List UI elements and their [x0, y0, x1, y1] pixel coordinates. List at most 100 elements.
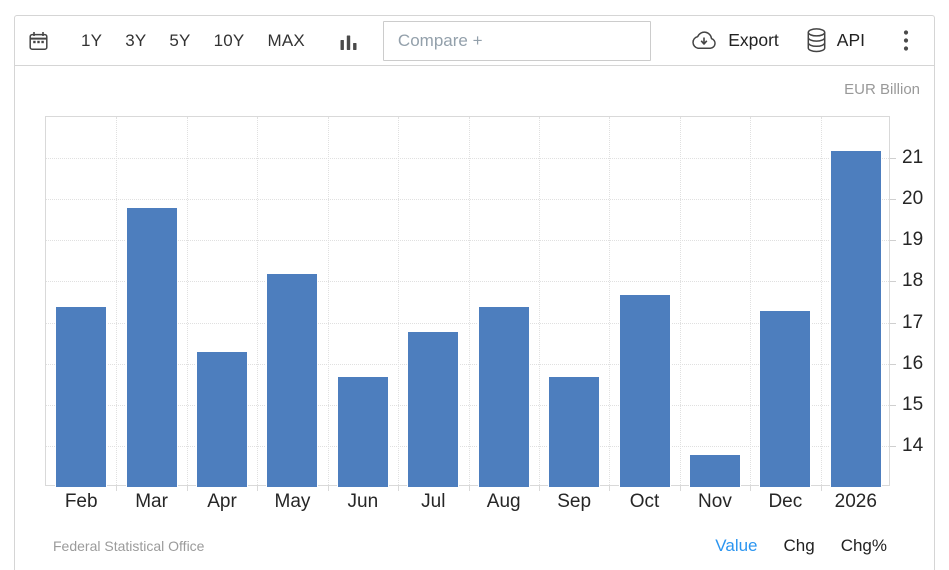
x-axis-label-feb: Feb	[64, 491, 98, 512]
database-icon	[807, 28, 826, 53]
chart-panel: EUR Billion 14 15 16 17 18 19 20 21 Feb Mar Apr May…	[15, 66, 934, 569]
xtick-1	[116, 486, 118, 491]
gridline-y-17	[46, 322, 889, 324]
y-axis-label-18: 18	[902, 270, 924, 292]
ytick-19	[890, 240, 896, 242]
x-axis-label-may: May	[274, 491, 311, 512]
bar-oct[interactable]	[618, 293, 671, 487]
bar-chart-icon-glyph	[340, 35, 357, 50]
gridline-x-2	[186, 117, 188, 485]
gridline-y-16	[46, 363, 889, 365]
ytick-14	[890, 445, 896, 447]
x-axis-label-dec: Dec	[768, 491, 803, 512]
xtick-9	[679, 486, 681, 491]
gridline-x-1	[116, 117, 118, 485]
bar-2026[interactable]	[829, 149, 882, 487]
gridline-x-3	[257, 117, 259, 485]
ytick-20	[890, 199, 896, 201]
kebab-menu-icon-glyph	[903, 30, 909, 51]
bar-may[interactable]	[266, 273, 319, 487]
bar-mar[interactable]	[125, 207, 178, 487]
x-axis-label-2026: 2026	[834, 491, 877, 512]
bar-chart-icon[interactable]	[339, 31, 358, 51]
x-axis-label-apr: Apr	[207, 491, 237, 512]
bar-apr[interactable]	[196, 351, 249, 487]
range-max[interactable]: MAX	[267, 30, 305, 50]
xtick-11	[820, 486, 822, 491]
xtick-7	[538, 486, 540, 491]
gridline-x-5	[398, 117, 400, 485]
x-axis-label-sep: Sep	[557, 491, 592, 512]
y-axis-label-14: 14	[902, 434, 924, 456]
range-10y[interactable]: 10Y	[213, 30, 245, 50]
ytick-21	[890, 158, 896, 160]
y-axis-label-17: 17	[902, 311, 924, 333]
gridline-y-14	[46, 445, 889, 447]
x-axis-label-jun: Jun	[347, 491, 379, 512]
bar-jul[interactable]	[407, 330, 460, 487]
range-buttons: 1Y 3Y 5Y 10Y MAX	[81, 31, 305, 51]
gridline-x-8	[609, 117, 611, 485]
ytick-18	[890, 281, 896, 283]
gridline-y-21	[46, 158, 889, 160]
xtick-3	[257, 486, 259, 491]
xtick-10	[750, 486, 752, 491]
calendar-icon[interactable]	[28, 30, 49, 52]
source-label: Federal Statistical Office	[53, 538, 205, 554]
gridline-x-7	[538, 117, 540, 485]
x-axis-label-mar: Mar	[135, 491, 168, 512]
y-axis-label-20: 20	[902, 188, 924, 210]
xtick-4	[327, 486, 329, 491]
toolbar: 1Y 3Y 5Y 10Y MAX Export	[15, 16, 934, 66]
chart-widget: 1Y 3Y 5Y 10Y MAX Export	[14, 15, 935, 570]
xtick-8	[609, 486, 611, 491]
gridline-y-20	[46, 199, 889, 201]
y-axis-label-19: 19	[902, 229, 924, 251]
range-1y[interactable]: 1Y	[81, 30, 103, 50]
unit-label: EUR Billion	[844, 81, 920, 98]
ytick-15	[890, 404, 896, 406]
gridline-x-11	[820, 117, 822, 485]
xtick-2	[186, 486, 188, 491]
toolbar-right-group: Export API	[688, 27, 934, 54]
bar-sep[interactable]	[548, 376, 601, 487]
x-axis-label-oct: Oct	[629, 491, 660, 512]
y-axis-label-15: 15	[902, 393, 924, 415]
ytick-17	[890, 322, 896, 324]
x-axis-label-nov: Nov	[698, 491, 732, 512]
mode-chg-link[interactable]: Chg	[783, 536, 815, 555]
gridline-x-6	[468, 117, 470, 485]
y-axis-label-16: 16	[902, 352, 924, 374]
api-label: API	[836, 30, 865, 50]
calendar-icon-glyph	[29, 31, 48, 50]
xtick-6	[468, 486, 470, 491]
compare-input[interactable]	[382, 20, 651, 61]
api-button[interactable]: API	[805, 27, 865, 54]
bar-jun[interactable]	[336, 376, 389, 487]
bar-feb[interactable]	[55, 306, 108, 487]
bar-nov[interactable]	[688, 454, 741, 487]
mode-chgpct-link[interactable]: Chg%	[840, 536, 887, 555]
gridline-x-9	[679, 117, 681, 485]
gridline-x-10	[750, 117, 752, 485]
gridline-x-4	[327, 117, 329, 485]
x-axis-label-aug: Aug	[486, 491, 521, 512]
range-3y[interactable]: 3Y	[125, 30, 147, 50]
xtick-5	[398, 486, 400, 491]
gridline-y-18	[46, 281, 889, 283]
bar-aug[interactable]	[477, 306, 530, 487]
mode-value-link[interactable]: Value	[715, 536, 758, 555]
gridline-y-19	[46, 240, 889, 242]
y-axis-label-21: 21	[902, 147, 924, 169]
export-button[interactable]: Export	[688, 29, 779, 52]
gridline-y-15	[46, 404, 889, 406]
kebab-menu-icon[interactable]	[903, 29, 909, 52]
ytick-16	[890, 363, 896, 365]
range-5y[interactable]: 5Y	[169, 30, 191, 50]
chart-footer: Federal Statistical Office Value Chg Chg…	[53, 536, 887, 556]
bar-dec[interactable]	[759, 310, 812, 487]
export-label: Export	[728, 30, 779, 50]
mode-links: Value Chg Chg%	[715, 536, 887, 556]
cloud-download-icon	[692, 31, 716, 49]
plot-area: 14 15 16 17 18 19 20 21 Feb Mar Apr May Jun Jul Aug Sep…	[45, 116, 923, 512]
